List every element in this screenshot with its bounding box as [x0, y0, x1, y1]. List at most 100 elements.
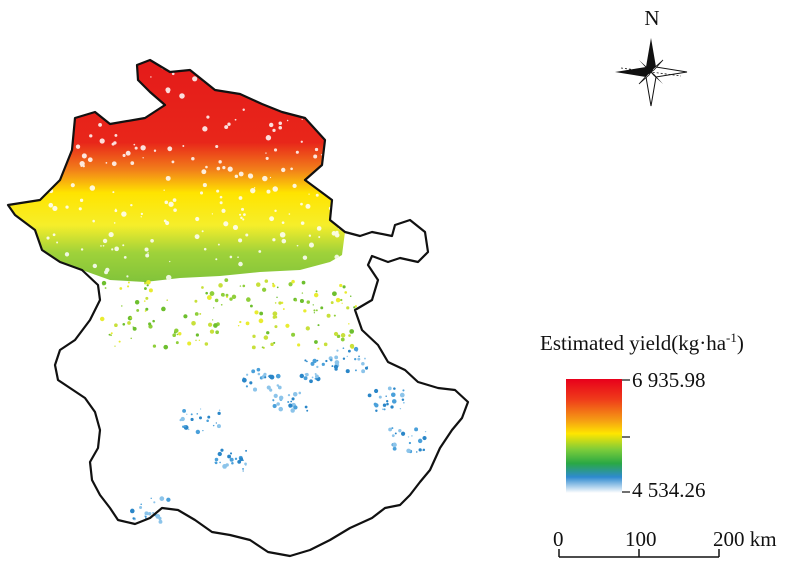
raster-gap — [26, 63, 32, 69]
raster-gap — [13, 88, 16, 91]
raster-pixel — [309, 379, 313, 384]
raster-gap — [39, 99, 42, 101]
raster-gap — [326, 165, 330, 169]
scale-label-200: 200 km — [713, 527, 777, 551]
raster-pixel — [385, 395, 387, 398]
raster-pixel — [333, 331, 339, 337]
legend-max-label: 6 935.98 — [632, 368, 706, 392]
raster-gap — [216, 189, 220, 193]
raster-pixel — [246, 373, 249, 376]
raster-pixel — [291, 332, 296, 337]
raster-pixel — [391, 399, 397, 404]
raster-pixel — [244, 462, 247, 466]
raster-pixel — [276, 286, 279, 289]
raster-gap — [98, 123, 102, 127]
raster-pixel — [222, 464, 227, 469]
raster-gap — [100, 245, 102, 247]
raster-pixel — [264, 279, 269, 283]
raster-pixel — [246, 297, 251, 302]
raster-gap — [140, 216, 142, 218]
raster-gap — [47, 84, 53, 90]
raster-pixel — [312, 304, 314, 306]
raster-gap — [249, 89, 251, 91]
raster-gap — [299, 94, 304, 99]
raster-pixel — [354, 358, 357, 361]
legend-min-label: 4 534.26 — [632, 478, 706, 502]
raster-pixel — [276, 384, 280, 387]
raster-pixel — [340, 298, 343, 302]
raster-gap — [269, 216, 275, 222]
raster-pixel — [299, 373, 304, 379]
raster-gap — [205, 165, 208, 169]
raster-pixel — [132, 326, 137, 331]
raster-pixel — [268, 374, 273, 379]
raster-pixel — [214, 461, 218, 465]
raster-gap — [87, 157, 93, 163]
raster-pixel — [354, 305, 358, 308]
raster-pixel — [278, 301, 282, 305]
raster-pixel — [361, 369, 366, 374]
raster-pixel — [353, 346, 359, 352]
raster-pixel — [144, 515, 146, 517]
raster-pixel — [239, 320, 242, 324]
raster-pixel — [207, 415, 211, 419]
raster-pixel — [266, 331, 270, 335]
raster-pixel — [258, 318, 264, 324]
raster-pixel — [213, 307, 215, 309]
raster-gap — [36, 76, 39, 79]
raster-pixel — [190, 413, 193, 416]
raster-gap — [201, 169, 207, 175]
raster-gap — [258, 250, 262, 253]
raster-gap — [219, 195, 223, 199]
raster-pixel — [187, 341, 192, 346]
raster-gap — [56, 241, 59, 244]
raster-pixel — [195, 339, 197, 342]
raster-pixel — [340, 333, 346, 338]
raster-pixel — [304, 405, 308, 409]
raster-gap — [84, 103, 90, 109]
raster-pixel — [294, 299, 298, 302]
raster-gap — [130, 203, 133, 207]
raster-gap — [316, 226, 322, 231]
raster-pixel — [305, 326, 310, 331]
raster-pixel — [349, 343, 355, 349]
raster-pixel — [321, 362, 325, 366]
raster-gap — [92, 219, 95, 223]
raster-gap — [43, 173, 45, 176]
raster-pixel — [215, 330, 219, 335]
raster-gap — [300, 140, 303, 143]
raster-gap — [133, 106, 138, 111]
raster-pixel — [287, 401, 290, 404]
raster-gap — [80, 248, 84, 251]
raster-pixel — [144, 511, 149, 516]
raster-gap — [237, 256, 239, 259]
raster-pixel — [317, 324, 320, 327]
raster-gap — [308, 234, 312, 237]
raster-pixel — [272, 403, 277, 409]
raster-gap — [170, 66, 175, 71]
raster-pixel — [108, 333, 111, 336]
raster-gap — [83, 93, 86, 95]
raster-pixel — [121, 305, 123, 307]
raster-gap — [242, 218, 245, 221]
raster-pixel — [216, 424, 221, 429]
raster-pixel — [334, 360, 340, 365]
raster-gap — [330, 65, 334, 69]
raster-pixel — [166, 497, 171, 502]
raster-pixel — [166, 299, 169, 301]
raster-pixel — [331, 365, 334, 368]
raster-pixel — [335, 297, 341, 303]
raster-gap — [122, 153, 126, 157]
raster-pixel — [198, 416, 202, 420]
raster-gap — [80, 164, 83, 168]
raster-pixel — [317, 347, 320, 350]
raster-pixel — [313, 292, 319, 298]
raster-pixel — [326, 313, 331, 318]
raster-pixel — [424, 430, 427, 433]
raster-gap — [243, 213, 246, 216]
raster-gap — [107, 78, 111, 82]
raster-pixel — [272, 284, 276, 288]
raster-pixel — [145, 307, 149, 311]
raster-gap — [203, 247, 207, 251]
raster-gap — [105, 162, 108, 164]
